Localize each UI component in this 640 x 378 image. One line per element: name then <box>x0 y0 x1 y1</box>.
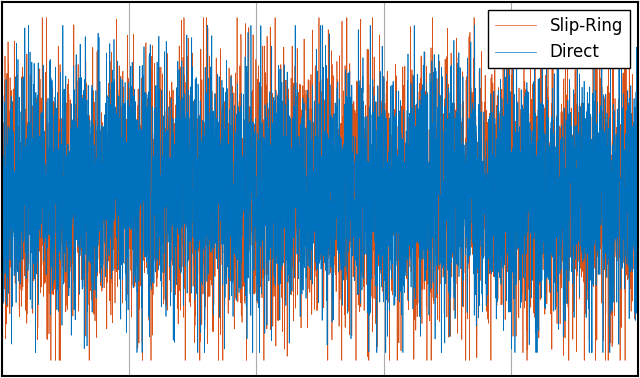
Slip-Ring <box>473 172 481 176</box>
Line: Slip-Ring: Slip-Ring <box>2 18 638 360</box>
Slip-Ring <box>412 328 420 332</box>
Slip-Ring <box>38 15 46 20</box>
Direct <box>521 94 529 99</box>
Direct <box>412 124 420 129</box>
Direct <box>380 300 387 304</box>
Slip-Ring <box>0 76 6 81</box>
Line: Direct: Direct <box>2 25 638 353</box>
Slip-Ring <box>114 87 122 92</box>
Direct <box>241 149 249 153</box>
Direct <box>31 350 39 355</box>
Slip-Ring <box>380 74 387 79</box>
Slip-Ring <box>241 216 249 221</box>
Direct <box>634 237 640 242</box>
Direct <box>25 23 33 28</box>
Slip-Ring <box>47 358 55 363</box>
Direct <box>473 306 481 311</box>
Legend: Slip-Ring, Direct: Slip-Ring, Direct <box>488 11 630 68</box>
Slip-Ring <box>521 224 529 229</box>
Slip-Ring <box>634 240 640 245</box>
Direct <box>114 205 122 209</box>
Direct <box>0 157 6 162</box>
